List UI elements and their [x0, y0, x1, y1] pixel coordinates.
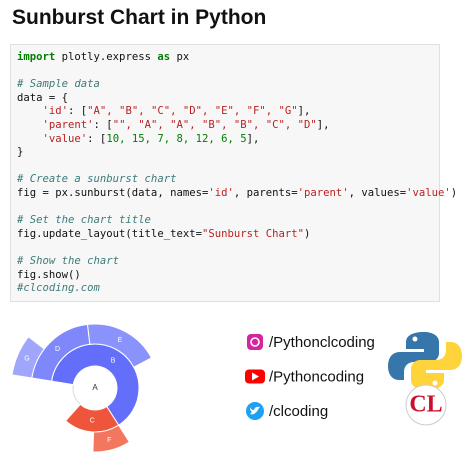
- code-line: fig.show(): [17, 269, 439, 283]
- social-handle: /Pythoncoding: [269, 368, 364, 385]
- code-token: }: [17, 146, 24, 159]
- twitter-bird: [250, 406, 260, 415]
- code-token: , parents=: [233, 186, 298, 199]
- code-line: data = {: [17, 92, 439, 106]
- social-handle: /Pythonclcoding: [269, 334, 375, 351]
- youtube-play: [252, 372, 259, 381]
- code-token: import: [17, 51, 56, 63]
- code-token: 'id': [208, 186, 234, 199]
- code-line: 'parent': ["", "A", "A", "B", "B", "C", …: [17, 119, 439, 133]
- sunburst-label: G: [24, 356, 29, 363]
- code-token: ],: [297, 105, 311, 118]
- code-token: , values=: [348, 186, 407, 199]
- code-token: # Show the chart: [17, 254, 120, 267]
- code-line: fig.update_layout(title_text="Sunburst C…: [17, 228, 439, 242]
- code-token: as: [157, 51, 171, 63]
- code-line: # Create a sunburst chart: [17, 173, 439, 187]
- code-token: #clcoding.com: [17, 282, 100, 295]
- python-logo: [388, 332, 462, 390]
- code-token: ],: [246, 132, 260, 145]
- social-handle: /clcoding: [269, 403, 328, 420]
- code-line: fig = px.sunburst(data, names='id', pare…: [17, 186, 457, 201]
- sunburst-label: A: [92, 383, 98, 392]
- code-cell-group: import plotly.express as px: [17, 51, 439, 65]
- sunburst-wedge: [11, 336, 45, 379]
- code-token: plotly.express: [55, 51, 158, 63]
- code-token: # Sample data: [17, 78, 100, 91]
- code-token: 'parent': [42, 118, 94, 131]
- code-token: "Sunburst Chart": [201, 227, 305, 240]
- code-token: : [: [87, 132, 107, 145]
- code-token: ): [304, 227, 311, 240]
- sunburst-label: E: [118, 337, 123, 344]
- code-token: fig = px.sunburst(data, names=: [17, 186, 209, 199]
- code-token: 'parent': [297, 186, 349, 199]
- code-token: : [: [93, 118, 113, 131]
- code-cell-group: # Show the chart fig.show() #clcoding.com: [17, 255, 439, 296]
- code-token: "", "A", "A", "B", "B", "C", "D": [112, 118, 317, 131]
- code-token: 'value': [406, 186, 451, 199]
- code-line: # Set the chart title: [17, 214, 439, 228]
- code-line: # Show the chart: [17, 255, 439, 269]
- code-token: 10, 15, 7, 8, 12, 6, 5: [106, 132, 247, 145]
- code-line: import plotly.express as px: [17, 51, 439, 65]
- code-line: }: [17, 146, 439, 160]
- sunburst-wedge: [86, 323, 153, 368]
- logo-text: CL: [409, 392, 442, 418]
- sunburst-label: B: [111, 357, 116, 364]
- sunburst-label: C: [90, 418, 95, 425]
- code-cell-group: # Sample data data = { 'id': ["A", "B", "…: [17, 78, 439, 160]
- code-token: ): [450, 186, 458, 199]
- code-token: data = {: [17, 91, 69, 104]
- instagram-icon: [247, 334, 263, 350]
- code-token: "A", "B", "C", "D", "E", "F", "G": [87, 105, 298, 118]
- code-line: 'id': ["A", "B", "C", "D", "E", "F", "G"…: [17, 105, 439, 119]
- page-title: Sunburst Chart in Python: [12, 6, 267, 29]
- code-token: # Set the chart title: [17, 214, 151, 227]
- sunburst-label: D: [55, 346, 60, 353]
- code-block: import plotly.express as px # Sample data…: [10, 44, 457, 302]
- code-cell-group: # Set the chart title fig.update_layout(t…: [17, 214, 439, 241]
- code-token: : [: [68, 105, 88, 118]
- code-token: fig.show(): [17, 268, 81, 281]
- code-token: ],: [316, 118, 330, 131]
- code-cell-group: # Create a sunburst chart fig = px.sunbur…: [17, 173, 457, 201]
- code-line: #clcoding.com: [17, 282, 439, 296]
- code-line: 'value': [10, 15, 7, 8, 12, 6, 5],: [17, 133, 439, 147]
- sunburst-label: F: [107, 437, 111, 444]
- instagram-icon-lens: [250, 337, 260, 347]
- code-token: # Create a sunburst chart: [17, 173, 177, 186]
- sunburst-wedge: [92, 424, 131, 453]
- code-token: 'value': [42, 132, 88, 145]
- code-line: # Sample data: [17, 78, 439, 92]
- code-token: px: [170, 51, 190, 63]
- cl-logo: CL: [405, 384, 447, 426]
- code-token: 'id': [42, 105, 69, 118]
- code-token: fig.update_layout(title_text=: [17, 227, 202, 240]
